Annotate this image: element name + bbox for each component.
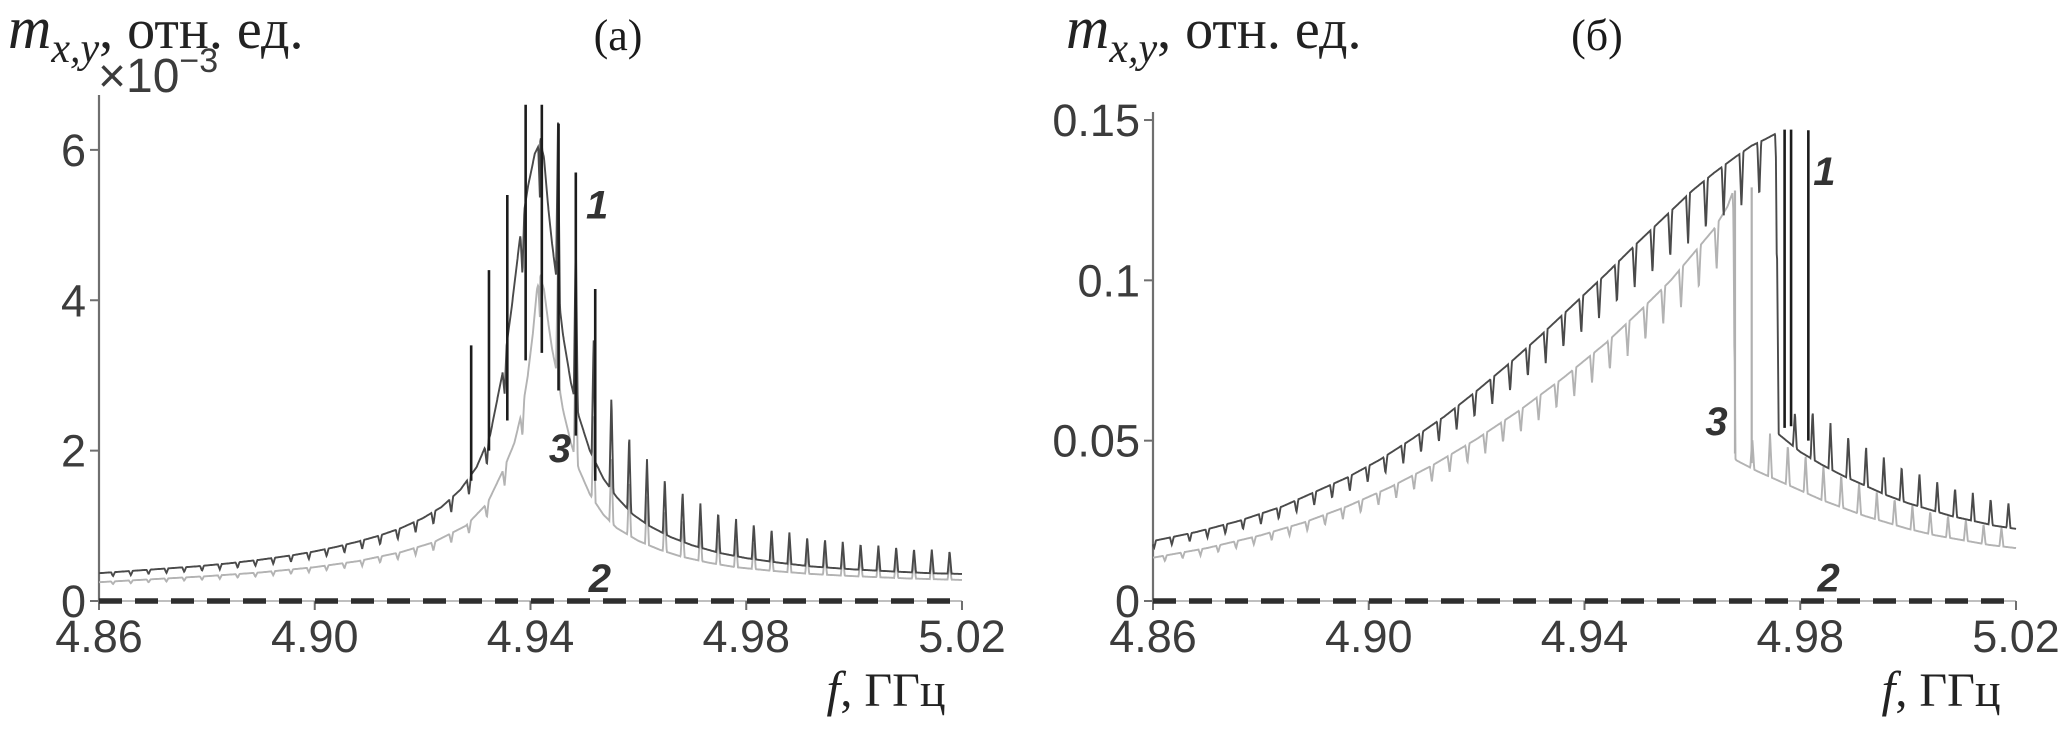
y-tick-label: 4 <box>61 275 86 326</box>
curve-label-2: 2 <box>1817 556 1840 600</box>
series-curve-1 <box>99 122 962 578</box>
y-tick-label: 0 <box>1115 576 1140 627</box>
panel-title: (a) <box>594 11 643 60</box>
x-tick-label: 4.94 <box>487 611 575 662</box>
x-tick-label: 5.02 <box>918 611 1006 662</box>
y-axis-label: mx,y, отн. ед. <box>8 0 303 72</box>
y-tick-label: 6 <box>61 125 86 176</box>
y-tick-label: 0.05 <box>1052 416 1140 467</box>
panel-title: (б) <box>1571 11 1623 60</box>
x-tick-label: 4.98 <box>702 611 790 662</box>
y-axis-label: mx,y, отн. ед. <box>1066 0 1361 72</box>
panel-b: 4.86 4.90 4.94 4.98 5.02 0 0.05 0.1 0.15 1 3 2 (б) mx… <box>1052 0 2059 717</box>
x-tick-label: 4.86 <box>1109 611 1197 662</box>
curve-label-1: 1 <box>586 183 608 227</box>
curve-label-2: 2 <box>588 557 611 601</box>
x-tick-label: 4.90 <box>1325 611 1413 662</box>
x-tick-label: 4.98 <box>1756 611 1844 662</box>
x-tick-label: 4.90 <box>271 611 359 662</box>
curve-label-1: 1 <box>1813 150 1835 194</box>
curve-label-3: 3 <box>1705 400 1727 444</box>
curve-label-3: 3 <box>549 427 571 471</box>
x-axis-label: f, ГГц <box>1881 661 2000 717</box>
series-curve-1 <box>1152 132 2017 551</box>
panel-a: 4.86 4.90 4.94 4.98 5.02 0 2 4 6 1 3 2 (a) mx,y, отн.… <box>8 0 1006 717</box>
y-tick-label: 0 <box>61 576 86 627</box>
y-tick-label: 2 <box>61 426 86 477</box>
y-tick-label: 0.15 <box>1052 95 1140 146</box>
x-tick-label: 4.86 <box>55 611 143 662</box>
y-tick-label: 0.1 <box>1077 255 1140 306</box>
y-scale-multiplier: ×10−3 <box>98 42 218 103</box>
series-curve-3 <box>1152 192 2017 563</box>
series-curve-3 <box>99 261 962 586</box>
x-tick-label: 4.94 <box>1541 611 1629 662</box>
x-tick-label: 5.02 <box>1972 611 2060 662</box>
x-axis-label: f, ГГц <box>826 661 945 717</box>
